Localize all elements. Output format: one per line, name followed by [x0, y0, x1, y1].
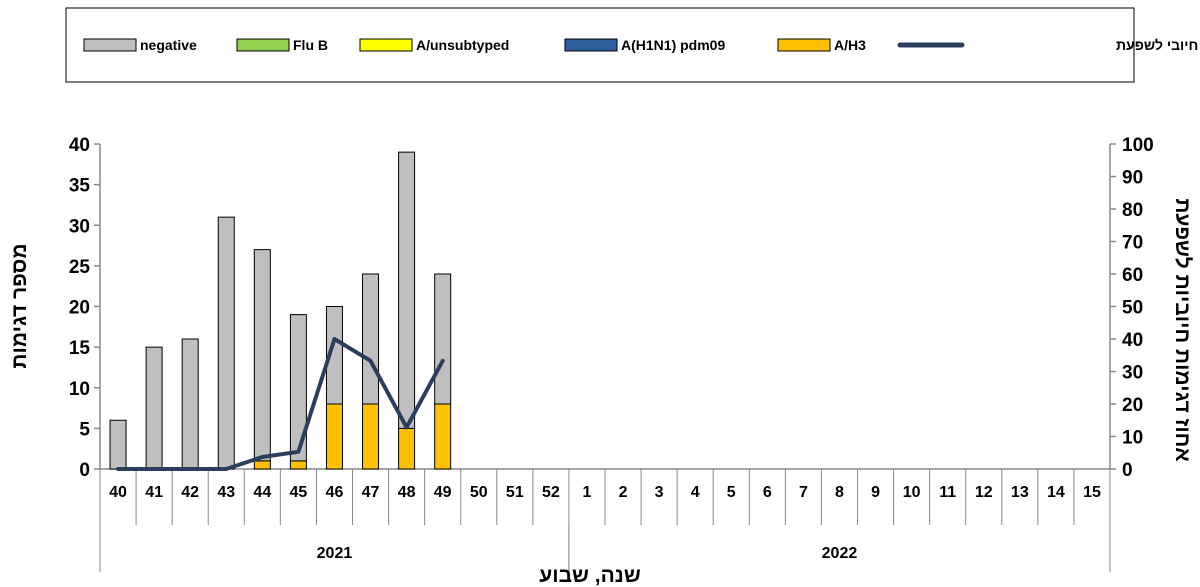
legend-label: A/unsubtyped — [416, 37, 509, 53]
line-point — [405, 425, 409, 429]
category-label: 11 — [939, 484, 956, 501]
category-label: 1 — [583, 484, 592, 501]
right-tick-label: 50 — [1122, 298, 1143, 319]
category-label: 12 — [975, 484, 993, 501]
bar-segment — [362, 273, 380, 405]
bar-segment — [253, 460, 271, 470]
right-tick-label: 30 — [1122, 363, 1143, 384]
bar-segment — [217, 216, 235, 470]
line-point — [152, 467, 156, 471]
legend-label: אחוז חיובי לשפעת — [1116, 37, 1200, 53]
bar-segment — [181, 338, 199, 470]
category-label: 6 — [763, 484, 772, 501]
right-tick-label: 60 — [1122, 265, 1143, 286]
line-point — [260, 455, 264, 459]
legend-swatch — [359, 38, 413, 52]
bar-segment — [434, 273, 452, 405]
year-label: 2022 — [822, 545, 858, 562]
right-tick-label: 80 — [1122, 200, 1143, 221]
left-tick-label: 25 — [69, 257, 91, 278]
left-tick-label: 30 — [69, 216, 90, 237]
category-label: 43 — [217, 484, 235, 501]
right-tick-label: 70 — [1122, 233, 1143, 254]
category-label: 46 — [326, 484, 344, 501]
category-label: 51 — [506, 484, 524, 501]
x-axis-title: שנה, שבוע — [539, 564, 641, 587]
category-label: 42 — [181, 484, 199, 501]
category-label: 15 — [1083, 484, 1101, 501]
line-point — [441, 359, 445, 363]
left-tick-label: 35 — [69, 176, 91, 197]
right-axis-title: אחוז דגימות חיוביות לשפעת — [1171, 198, 1194, 461]
category-label: 50 — [470, 484, 488, 501]
category-label: 48 — [398, 484, 416, 501]
bar-segment — [289, 460, 307, 470]
category-label: 40 — [109, 484, 127, 501]
right-tick-label: 40 — [1122, 330, 1143, 351]
left-tick-label: 15 — [69, 338, 91, 359]
left-tick-label: 20 — [69, 298, 90, 319]
right-tick-label: 20 — [1122, 395, 1143, 416]
right-tick-label: 10 — [1122, 428, 1143, 449]
bar-segment — [253, 249, 271, 462]
legend: negative Flu B A/unsubtyped A(H1N1) pdm09 A/… — [65, 7, 1200, 83]
category-label: 44 — [253, 484, 271, 501]
category-label: 4 — [691, 484, 700, 501]
bar-segment — [145, 346, 163, 470]
legend-swatch — [236, 38, 290, 52]
category-label: 13 — [1011, 484, 1029, 501]
category-label: 7 — [799, 484, 808, 501]
category-label: 2 — [619, 484, 628, 501]
bar-segment — [362, 403, 380, 470]
bar-segment — [325, 306, 343, 405]
bar-segment — [434, 403, 452, 470]
legend-label: negative — [140, 37, 197, 53]
category-label: 52 — [542, 484, 560, 501]
line-point — [296, 450, 300, 454]
category-label: 41 — [145, 484, 163, 501]
axes: 0510152025303540010203040506070809010040… — [69, 135, 1154, 572]
left-axis-title: מספר דגימות — [8, 243, 31, 368]
left-tick-label: 10 — [69, 379, 90, 400]
year-label: 2021 — [317, 545, 353, 562]
positive-percent-line — [116, 337, 445, 471]
bar-segment — [325, 403, 343, 470]
line-point — [188, 467, 192, 471]
positive-percent-path — [116, 337, 445, 471]
bar-segment — [109, 419, 127, 470]
category-label: 49 — [434, 484, 452, 501]
right-tick-label: 100 — [1122, 135, 1154, 156]
category-label: 45 — [289, 484, 307, 501]
bar-segment — [289, 314, 307, 462]
category-label: 5 — [727, 484, 736, 501]
left-tick-label: 0 — [79, 460, 90, 481]
right-tick-label: 0 — [1122, 460, 1133, 481]
line-point — [332, 337, 336, 341]
axis-labels: מספר דגימות אחוז דגימות חיוביות לשפעת שנה,… — [8, 198, 1194, 587]
bar-segment — [398, 427, 416, 470]
category-label: 8 — [835, 484, 844, 501]
line-point — [116, 467, 120, 471]
legend-swatch — [564, 38, 618, 52]
legend-swatch — [777, 38, 831, 52]
left-tick-label: 40 — [69, 135, 90, 156]
line-point — [369, 359, 373, 363]
category-label: 47 — [362, 484, 380, 501]
category-label: 14 — [1047, 484, 1065, 501]
category-label: 9 — [871, 484, 880, 501]
category-label: 3 — [655, 484, 664, 501]
legend-label: A/H3 — [834, 37, 866, 53]
legend-swatch — [83, 38, 137, 52]
legend-label: A(H1N1) pdm09 — [621, 37, 725, 53]
line-point — [224, 467, 228, 471]
category-label: 10 — [903, 484, 921, 501]
legend-label: Flu B — [293, 37, 328, 53]
right-tick-label: 90 — [1122, 168, 1143, 189]
bars — [109, 151, 452, 470]
bar-segment — [398, 151, 416, 429]
left-tick-label: 5 — [79, 419, 90, 440]
